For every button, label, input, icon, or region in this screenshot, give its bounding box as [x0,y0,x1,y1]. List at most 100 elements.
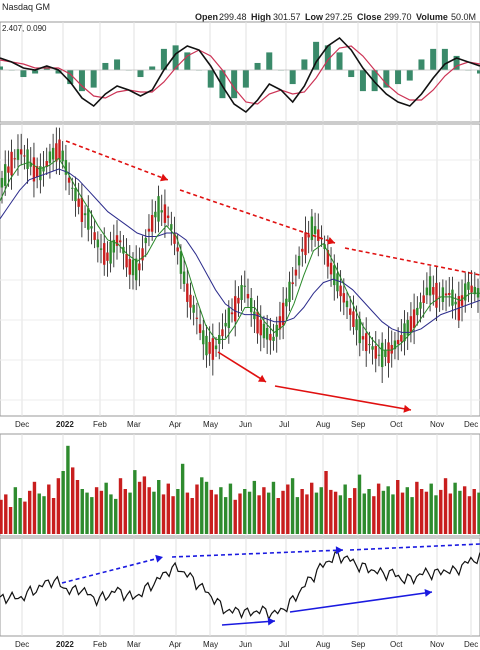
candle-body [35,166,39,178]
volume-bar [152,491,156,534]
candle-body [128,259,131,275]
candle-body [141,248,144,261]
volume-bar [71,467,75,534]
volume-bar [238,493,242,534]
candle-body [71,187,74,189]
candle-body [272,336,275,341]
candle-body [307,234,310,238]
macd-histogram-bar [78,70,85,92]
candle-body [422,295,425,303]
x-tick-label: Jun [239,420,252,429]
volume-bar [137,481,142,534]
volume-bar [142,476,147,534]
macd-histogram-bar [453,55,460,70]
rs-trend-1-head [155,554,163,563]
price-panel [0,123,480,417]
candle-body [109,241,112,264]
candle-body [345,300,349,308]
candle-body [189,294,192,308]
x-tick-label: Oct [390,640,403,649]
x-tick-label: Dec [464,420,478,429]
volume-bar [367,489,371,534]
volume-bar [147,487,151,534]
x-tick-label: Mar [127,420,141,429]
volume-bar [228,483,233,534]
macd-histogram-bar [207,70,214,88]
candle-body [237,297,240,304]
candle-body [278,316,282,330]
price-trend-2 [179,189,336,244]
volume-bar [157,480,161,534]
volume-bar [128,492,132,534]
macd-histogram-bar [395,70,402,85]
close-label: Close [357,12,382,22]
grid-lines [0,22,480,636]
volume-bar [190,498,194,534]
candle-body [425,287,429,296]
x-tick-label: Mar [127,640,141,649]
volume-bar [257,495,261,534]
price-low-trend-2-head [403,404,411,413]
volume-bar [305,494,309,534]
candle-body [349,308,352,315]
volume-bar [338,495,343,534]
volume-bar [109,494,113,534]
candle-body [304,232,307,256]
candle-body [448,292,451,295]
chart-marks [0,36,480,621]
candle-body [441,287,445,302]
volume-bar [439,489,443,534]
volume-bar [276,498,280,534]
volume-bar [223,497,228,534]
volume-bar [176,489,180,534]
volume-bar [114,498,118,534]
candle-body [428,276,432,296]
candle-body [384,350,387,357]
candle-body [64,160,68,175]
candle-body [438,296,441,298]
price-trend-3 [344,247,480,276]
volume-bar [405,487,409,534]
volume-bar [209,489,214,534]
candle-body [234,296,237,322]
candle-body [460,295,464,306]
macd-histogram-bar [348,70,355,78]
candle-body [221,329,224,337]
high-label: High [251,12,271,22]
volume-bar [472,489,476,534]
volume-bar [266,492,271,534]
macd-histogram-bar [114,59,121,70]
macd-line [0,36,480,114]
x-tick-label: Apr [169,420,182,429]
candle-body [473,286,477,295]
candle-body [176,247,179,252]
rs-panel [0,537,480,637]
candle-body [16,149,20,160]
volume-bar [281,490,285,534]
volume-bar [300,489,304,534]
candle-body [39,166,42,181]
rs-trend-2-head [335,546,343,555]
high-value: 301.57 [273,12,301,22]
rs-trend-1 [61,556,164,584]
candle-body [444,293,448,296]
candle-body [48,151,52,163]
volume-bar [376,483,381,534]
volume-bar [204,481,209,534]
x-tick-label: May [203,640,218,649]
candle-body [202,330,205,345]
candle-body [355,319,358,331]
volume-bar [42,496,46,534]
x-axis-top: Dec 2022 Feb Mar Apr May Jun Jul Aug Sep Oct Nov Dec [15,420,478,429]
candle-body [67,177,71,183]
volume-bar [13,487,18,534]
candle-body [29,162,32,167]
candle-body [377,354,381,356]
macd-histogram-bar [67,70,74,85]
macd-histogram-bar [0,66,3,70]
candle-body [467,281,470,290]
volume-bar [51,498,56,534]
volume-bar [372,496,376,534]
candle-body [269,333,272,341]
